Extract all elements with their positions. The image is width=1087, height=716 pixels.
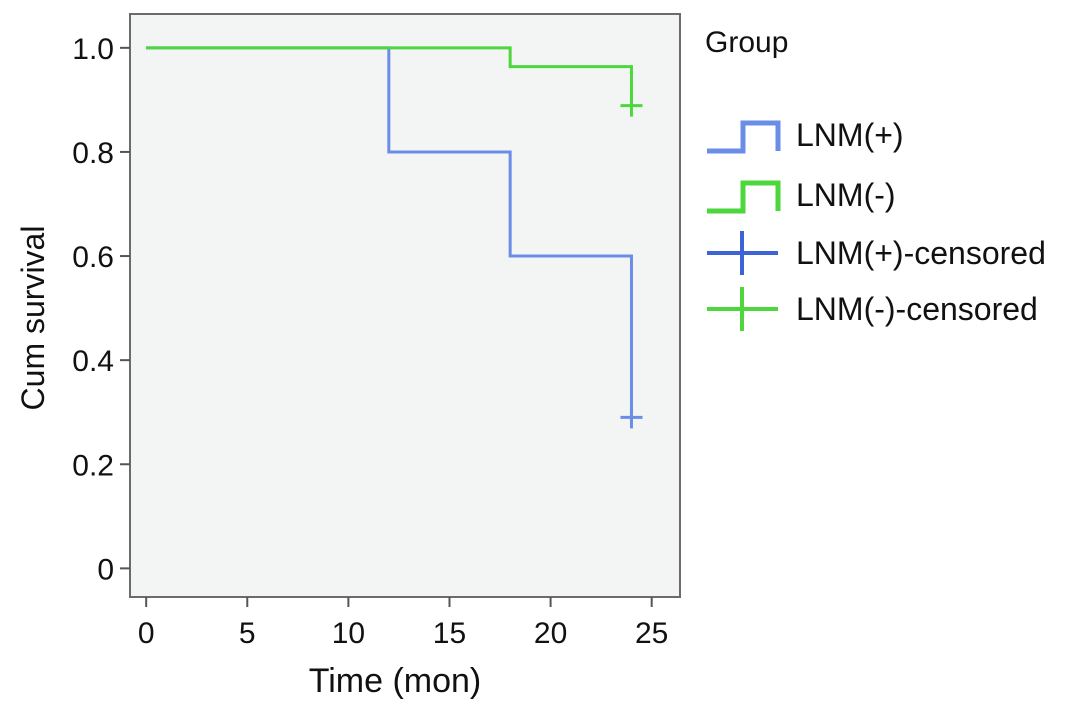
x-tick-label: 15 <box>433 617 466 650</box>
legend-censor-swatch <box>707 287 778 331</box>
x-tick-label: 5 <box>239 617 256 650</box>
series-layer <box>146 46 643 429</box>
y-axis-label: Cum survival <box>15 226 51 411</box>
legend-step-swatch <box>707 120 781 154</box>
survival-curve-lnm-neg <box>146 46 633 106</box>
x-tick-label: 0 <box>138 617 155 650</box>
x-axis: 0 5 10 15 20 25 <box>138 597 668 650</box>
legend-censor-swatch <box>707 231 778 275</box>
x-tick-label: 10 <box>332 617 365 650</box>
censor-mark-lnm-neg <box>620 94 643 117</box>
y-tick-label: 0.2 <box>72 449 114 482</box>
x-axis-label: Time (mon) <box>309 662 482 700</box>
legend-label: LNM(+)-censored <box>796 235 1046 271</box>
legend-label: LNM(+) <box>796 117 904 153</box>
y-tick-label: 0 <box>97 553 114 586</box>
legend-item: LNM(-)-censored <box>707 287 1038 331</box>
y-tick-label: 0.8 <box>72 137 114 170</box>
legend-step-swatch <box>707 180 781 214</box>
legend-item: LNM(+) <box>707 117 904 154</box>
legend-item: LNM(-) <box>707 177 896 214</box>
legend: Group LNM(+) LNM(-) LNM(+)-censored LNM(-)-… <box>705 26 1046 331</box>
y-axis: 0 0.2 0.4 0.6 0.8 1.0 <box>72 33 130 586</box>
censor-mark-lnm-pos <box>620 406 643 429</box>
x-tick-label: 25 <box>635 617 668 650</box>
legend-label: LNM(-) <box>796 177 896 213</box>
legend-item: LNM(+)-censored <box>707 231 1046 275</box>
legend-label: LNM(-)-censored <box>796 291 1038 327</box>
y-tick-label: 1.0 <box>72 33 114 66</box>
x-tick-label: 20 <box>534 617 567 650</box>
plot-area <box>129 13 681 598</box>
y-tick-label: 0.6 <box>72 241 114 274</box>
y-tick-label: 0.4 <box>72 345 114 378</box>
legend-title: Group <box>705 26 788 59</box>
